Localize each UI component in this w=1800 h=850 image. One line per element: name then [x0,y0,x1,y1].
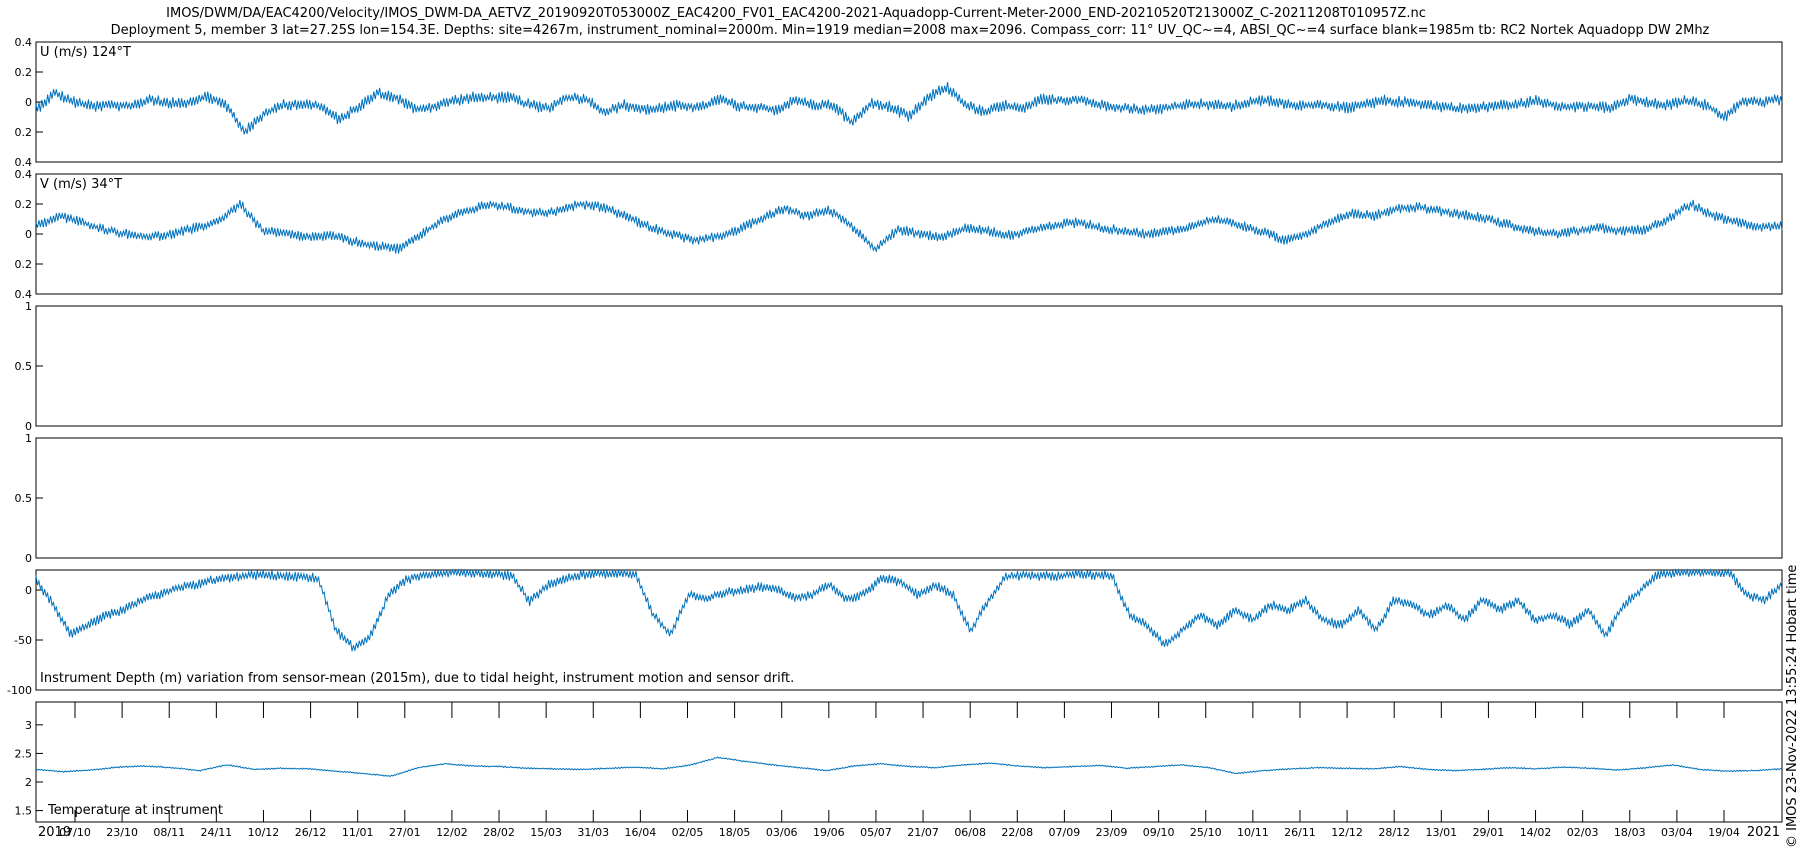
y-tick-label: 2 [25,776,32,789]
x-tick-label: 02/05 [672,826,704,839]
y-tick-label: 0 [25,96,32,109]
x-start-year: 2019 [38,825,71,840]
x-tick-label: 21/07 [907,826,939,839]
panel-label: Temperature at instrument [47,803,223,818]
panel-frame [35,305,1783,427]
x-tick-label: 05/07 [860,826,892,839]
y-tick-label: 0.5 [15,492,33,505]
panel-label: U (m/s) 124°T [40,45,131,60]
x-tick-label: 14/02 [1520,826,1552,839]
panel-2: 0.4 0.2 0 0.2 0.4 V (m/s) 34°T [15,168,1783,301]
panel-1: 0.4 0.2 0 0.2 0.4 U (m/s) 124°T [15,36,1783,169]
y-tick-label: 0.4 [15,168,33,181]
x-tick-label: 23/10 [106,826,138,839]
y-tick-label: 0 [25,584,32,597]
x-tick-label: 15/03 [530,826,562,839]
title-line-1: IMOS/DWM/DA/EAC4200/Velocity/IMOS_DWM-DA… [166,6,1426,21]
x-tick-label: 28/12 [1378,826,1410,839]
x-tick-label: 06/08 [954,826,986,839]
series-line [35,756,1783,778]
y-tick-label: 1.5 [15,805,33,818]
panel-5: 0 -50 -100 Instrument Depth (m) variation f… [7,568,1783,697]
series-line [35,199,1783,254]
x-tick-label: 16/04 [625,826,657,839]
series-line [35,568,1783,652]
panel-frame [35,437,1783,559]
y-tick-label: 0.2 [15,66,33,79]
x-axis: 07/10 23/10 08/11 24/11 10/12 26/12 11/01 27/01… [38,702,1780,840]
x-tick-label: 25/10 [1190,826,1222,839]
x-tick-label: 26/12 [295,826,327,839]
x-tick-label: 31/03 [577,826,609,839]
y-tick-label: -100 [7,684,32,697]
y-tick-label: 0.2 [15,258,33,271]
x-tick-label: 08/11 [153,826,185,839]
x-tick-label: 07/09 [1049,826,1081,839]
y-tick-label: 3 [25,719,32,732]
panel-label: Instrument Depth (m) variation from sens… [40,671,794,686]
panel-4: 10.50 [15,432,1783,565]
x-tick-label: 24/11 [200,826,232,839]
panel-frame [35,701,1783,823]
x-tick-label: 09/10 [1143,826,1175,839]
y-tick-label: 0.4 [15,288,33,301]
x-tick-label: 19/04 [1708,826,1740,839]
x-tick-label: 12/12 [1331,826,1363,839]
y-tick-label: 0 [25,228,32,241]
x-tick-label: 23/09 [1096,826,1128,839]
x-tick-label: 03/04 [1661,826,1693,839]
panel-frame [35,569,1783,691]
x-tick-label: 22/08 [1001,826,1033,839]
series-line [35,81,1783,135]
x-tick-label: 18/03 [1614,826,1646,839]
y-tick-label: 2.5 [15,747,33,760]
x-end-year: 2021 [1747,825,1780,840]
x-tick-label: 10/11 [1237,826,1269,839]
y-tick-label: 1 [25,300,32,313]
y-tick-label: 0.2 [15,126,33,139]
x-tick-label: 29/01 [1473,826,1505,839]
y-tick-label: 0.2 [15,198,33,211]
x-tick-label: 19/06 [813,826,845,839]
x-tick-label: 03/06 [766,826,798,839]
y-tick-label: 1 [25,432,32,445]
title-line-2: Deployment 5, member 3 lat=27.25S lon=15… [111,23,1710,38]
y-tick-label: 0.4 [15,36,33,49]
panel-label: V (m/s) 34°T [40,177,122,192]
y-tick-label: 0 [25,552,32,565]
y-tick-label: -50 [14,634,32,647]
x-tick-label: 11/01 [342,826,374,839]
x-tick-label: 12/02 [436,826,468,839]
panel-6: 3 2.5 2 1.5 Temperature at instrument [15,701,1783,823]
panels: 0.4 0.2 0 0.2 0.4 U (m/s) 124°T 0.4 0.2 0 0.2 0.4 V… [7,36,1783,823]
x-tick-label: 10/12 [248,826,280,839]
x-tick-label: 27/01 [389,826,421,839]
timestamp-stamp: © IMOS 23-Nov-2022 13:55:24 Hobart time [1785,565,1800,848]
x-tick-label: 26/11 [1284,826,1316,839]
y-tick-label: 0.4 [15,156,33,169]
x-tick-label: 07/10 [59,826,91,839]
y-tick-label: 0 [25,420,32,433]
y-tick-label: 0.5 [15,360,33,373]
panel-3: 10.50 [15,300,1783,433]
x-tick-label: 28/02 [483,826,515,839]
x-tick-label: 18/05 [719,826,751,839]
x-tick-label: 13/01 [1425,826,1457,839]
x-tick-label: 02/03 [1567,826,1599,839]
